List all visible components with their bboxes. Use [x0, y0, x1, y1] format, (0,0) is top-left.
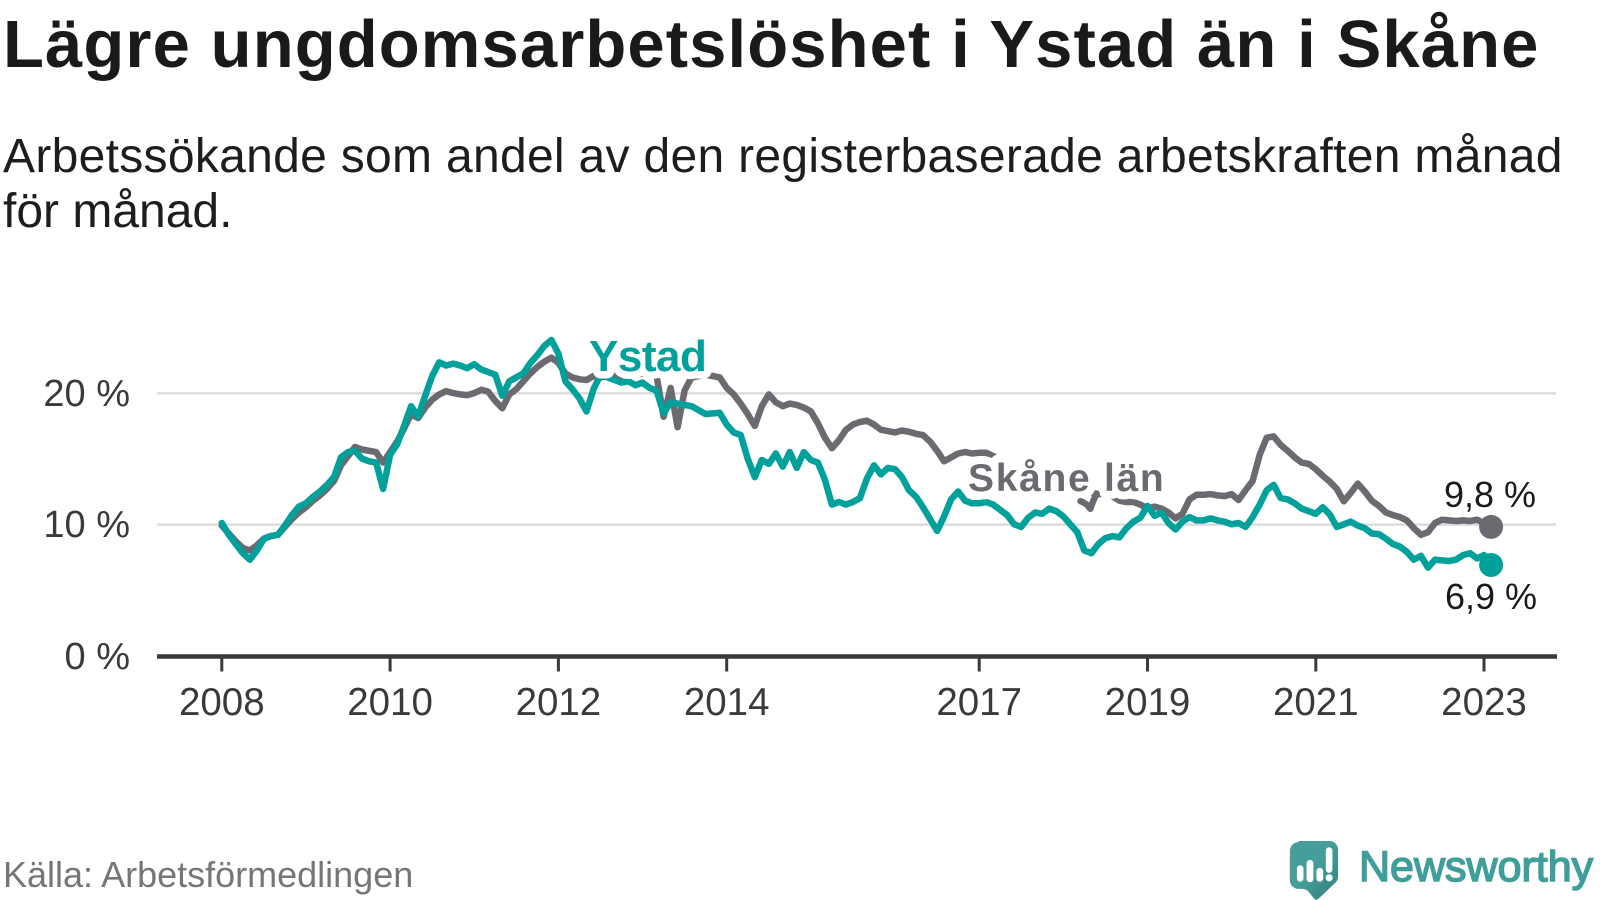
svg-text:Arbetssökande som andel av den: Arbetssökande som andel av den registerb…: [3, 130, 1563, 183]
svg-text:Källa: Arbetsförmedlingen: Källa: Arbetsförmedlingen: [3, 854, 413, 895]
svg-text:2012: 2012: [516, 681, 602, 724]
svg-text:2017: 2017: [936, 681, 1022, 724]
svg-text:2021: 2021: [1273, 681, 1359, 724]
svg-text:20 %: 20 %: [43, 373, 130, 415]
svg-text:Ystad: Ystad: [589, 332, 706, 381]
svg-text:0 %: 0 %: [65, 636, 130, 678]
svg-text:9,8 %: 9,8 %: [1444, 474, 1536, 515]
svg-text:6,9 %: 6,9 %: [1445, 576, 1537, 617]
svg-text:Skåne län: Skåne län: [968, 457, 1165, 500]
svg-text:2014: 2014: [684, 681, 770, 724]
svg-text:10 %: 10 %: [43, 504, 130, 546]
svg-text:Lägre ungdomsarbetslöshet i Ys: Lägre ungdomsarbetslöshet i Ystad än i S…: [3, 7, 1539, 82]
svg-text:2023: 2023: [1441, 681, 1527, 724]
svg-text:Newsworthy: Newsworthy: [1359, 843, 1594, 891]
svg-text:2010: 2010: [347, 681, 433, 724]
svg-text:2008: 2008: [179, 681, 265, 724]
svg-text:för månad.: för månad.: [3, 185, 232, 238]
svg-text:2019: 2019: [1105, 681, 1191, 724]
